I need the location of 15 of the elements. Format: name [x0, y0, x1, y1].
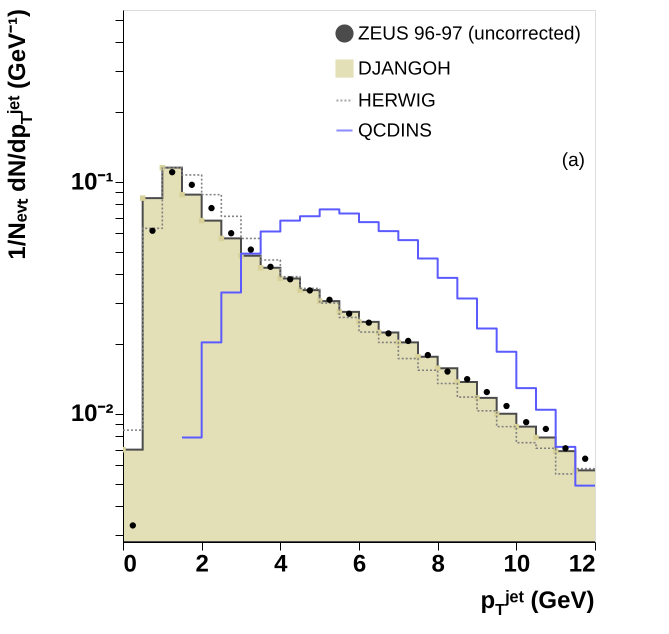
x-tick-label: 8	[431, 550, 445, 578]
legend-label: ZEUS 96-97 (uncorrected)	[358, 24, 581, 44]
x-tick-label: 6	[352, 550, 366, 578]
legend-label: QCDINS	[358, 120, 432, 142]
x-tick-label: 10	[503, 550, 530, 578]
x-tick-label: 0	[124, 550, 137, 578]
legend-label: HERWIG	[358, 90, 436, 112]
y-axis-title: 1/Nₑᵥₜ dN/dpTʲᵉᵗ (GeV⁻¹)	[4, 8, 36, 260]
annotation: (a)	[562, 150, 585, 171]
y-tick-label: 10⁻²	[70, 400, 114, 428]
x-tick-label: 4	[274, 550, 288, 578]
x-tick-label: 12	[568, 550, 596, 578]
legend-label: DJANGOH	[358, 58, 451, 80]
x-tick-label: 2	[195, 550, 209, 578]
y-tick-label: 10⁻¹	[70, 168, 114, 196]
